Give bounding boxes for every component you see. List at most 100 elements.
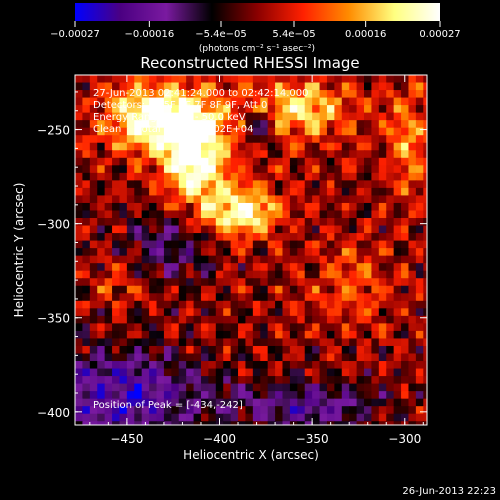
heatmap-cell xyxy=(126,75,135,84)
heatmap-cell xyxy=(238,383,247,392)
heatmap-cell xyxy=(104,112,113,121)
heatmap-cell xyxy=(275,233,284,242)
heatmap-cell xyxy=(319,383,328,392)
heatmap-cell xyxy=(230,112,239,121)
heatmap-cell xyxy=(186,391,195,400)
heatmap-cell xyxy=(126,413,135,422)
heatmap-cell xyxy=(431,369,439,377)
heatmap-cell xyxy=(141,406,150,415)
heatmap-cell xyxy=(326,172,335,181)
heatmap-cell xyxy=(252,112,261,121)
heatmap-cell xyxy=(364,270,373,279)
heatmap-cell xyxy=(423,120,427,129)
heatmap-cell xyxy=(341,195,350,204)
heatmap-cell xyxy=(431,98,439,106)
heatmap-cell xyxy=(297,293,306,302)
heatmap-cell xyxy=(393,300,402,309)
heatmap-cell xyxy=(356,218,365,227)
heatmap-cell xyxy=(386,172,395,181)
heatmap-cell xyxy=(238,135,247,144)
heatmap-cell xyxy=(171,127,180,136)
heatmap-cell xyxy=(156,315,165,324)
heatmap-cell xyxy=(223,338,232,347)
heatmap-cell xyxy=(304,330,313,340)
heatmap-cell xyxy=(230,255,239,264)
heatmap-cell xyxy=(230,225,239,234)
heatmap-cell xyxy=(126,82,135,91)
heatmap-cell xyxy=(401,187,410,197)
heatmap-cell xyxy=(149,142,158,151)
heatmap-cell xyxy=(356,97,365,106)
heatmap-cell xyxy=(349,398,358,407)
heatmap-cell xyxy=(297,180,306,189)
heatmap-cell xyxy=(200,330,209,340)
heatmap-cell xyxy=(112,323,121,332)
heatmap-cell xyxy=(171,391,180,400)
heatmap-cell xyxy=(364,202,373,212)
heatmap-cell xyxy=(141,293,150,302)
heatmap-cell xyxy=(334,270,343,279)
heatmap-cell xyxy=(282,180,291,189)
heatmap-cell xyxy=(238,240,247,249)
heatmap-cell xyxy=(75,97,84,106)
heatmap-cell xyxy=(186,368,195,377)
heatmap-cell xyxy=(89,293,98,302)
heatmap-cell xyxy=(252,218,261,227)
heatmap-cell xyxy=(260,120,269,129)
heatmap-cell xyxy=(119,210,128,219)
heatmap-cell xyxy=(252,278,261,287)
heatmap-cell xyxy=(415,263,424,272)
heatmap-cell xyxy=(112,285,121,294)
heatmap-cell xyxy=(215,368,224,377)
heatmap-cell xyxy=(408,142,417,151)
heatmap-cell xyxy=(408,285,417,294)
heatmap-cell xyxy=(289,285,298,294)
heatmap-cell xyxy=(245,368,254,377)
heatmap-cell xyxy=(230,165,239,174)
heatmap-cell xyxy=(178,345,187,355)
heatmap-cell xyxy=(223,391,232,400)
heatmap-cell xyxy=(282,255,291,264)
heatmap-cell xyxy=(171,187,180,197)
heatmap-cell xyxy=(319,90,328,99)
heatmap-cell xyxy=(386,398,395,407)
heatmap-cell xyxy=(134,285,143,294)
heatmap-cell xyxy=(423,300,427,309)
heatmap-cell xyxy=(186,406,195,415)
heatmap-cell xyxy=(75,82,84,91)
heatmap-cell xyxy=(431,278,439,286)
heatmap-cell xyxy=(371,323,380,332)
heatmap-cell xyxy=(223,187,232,197)
heatmap-cell xyxy=(297,120,306,129)
heatmap-cell xyxy=(423,180,427,189)
heatmap-cell xyxy=(141,240,150,249)
heatmap-cell xyxy=(252,338,261,347)
heatmap-cell xyxy=(134,120,143,129)
heatmap-cell xyxy=(97,323,106,332)
heatmap-cell xyxy=(245,180,254,189)
heatmap-cell xyxy=(82,315,91,324)
heatmap-cell xyxy=(282,421,291,425)
heatmap-cell xyxy=(156,202,165,212)
heatmap-cell xyxy=(319,157,328,166)
heatmap-cell xyxy=(334,127,343,136)
heatmap-cell xyxy=(393,330,402,340)
heatmap-cell xyxy=(341,248,350,257)
heatmap-cell xyxy=(156,421,165,425)
heatmap-cell xyxy=(97,218,106,227)
heatmap-cell xyxy=(415,383,424,392)
heatmap-cell xyxy=(282,323,291,332)
heatmap-cell xyxy=(75,323,84,332)
heatmap-cell xyxy=(141,202,150,212)
heatmap-cell xyxy=(186,233,195,242)
heatmap-cell xyxy=(178,157,187,166)
heatmap-cell xyxy=(289,218,298,227)
heatmap-cell xyxy=(386,293,395,302)
heatmap-cell xyxy=(408,353,417,362)
heatmap-cell xyxy=(104,308,113,317)
heatmap-cell xyxy=(223,225,232,234)
heatmap-cell xyxy=(245,293,254,302)
heatmap-cell xyxy=(378,180,387,189)
heatmap-cell xyxy=(238,376,247,385)
heatmap-cell xyxy=(282,225,291,234)
